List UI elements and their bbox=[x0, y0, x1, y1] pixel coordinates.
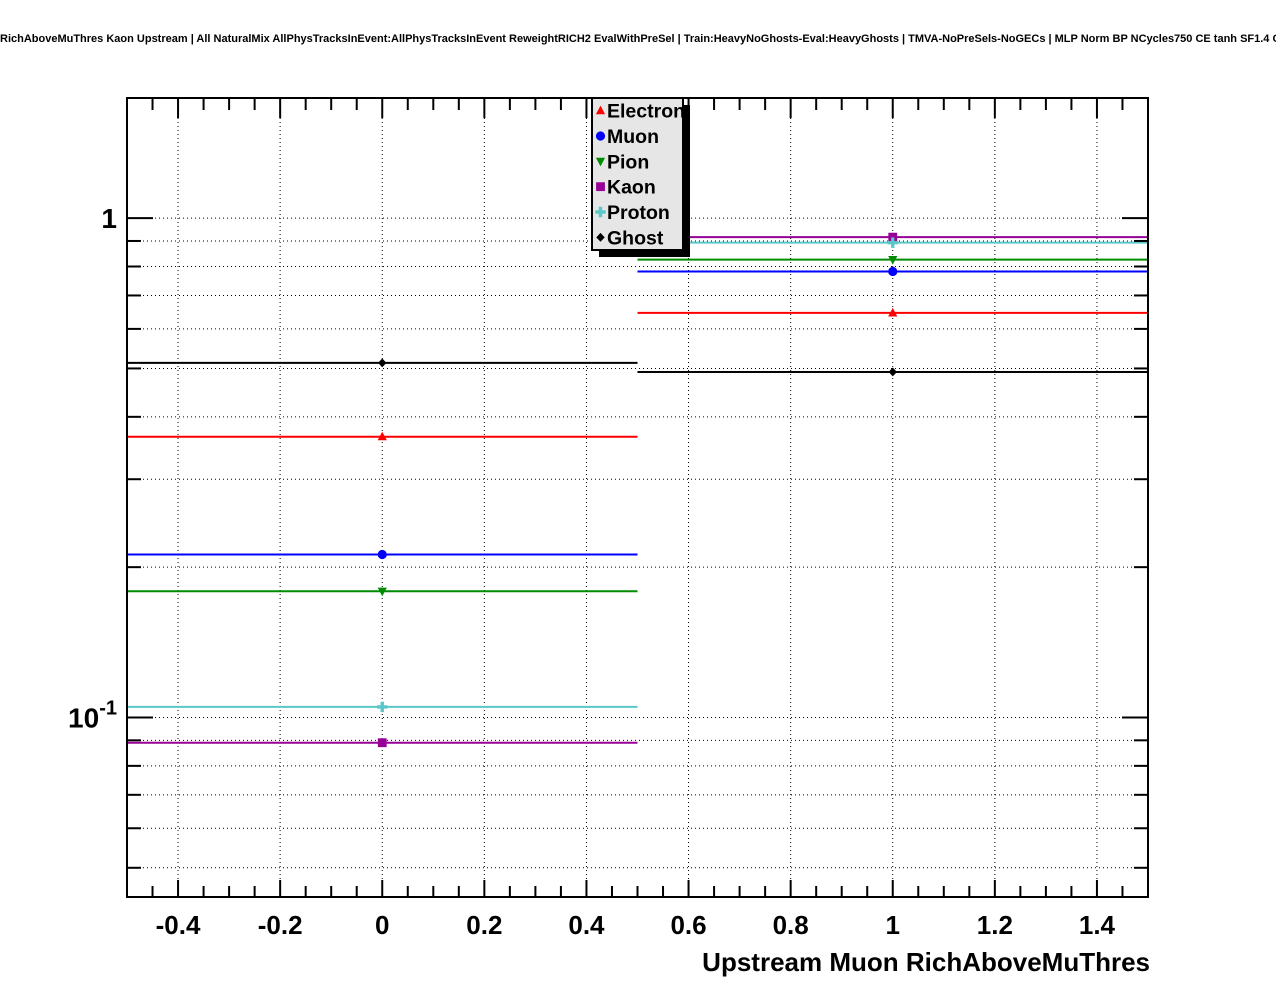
x-tick-label: 0 bbox=[375, 910, 389, 940]
legend-label-proton: Proton bbox=[607, 202, 670, 224]
legend-label-muon: Muon bbox=[607, 126, 659, 148]
legend-label-ghost: Ghost bbox=[607, 227, 664, 249]
kaon-marker bbox=[377, 738, 387, 748]
legend-box bbox=[591, 97, 684, 251]
y-tick-label: 10-1 bbox=[68, 697, 117, 733]
x-tick-label: -0.4 bbox=[156, 910, 201, 940]
y-tick-label: 1 bbox=[101, 203, 117, 234]
kaon-marker bbox=[888, 232, 898, 242]
proton-marker bbox=[377, 701, 388, 713]
x-tick-label: 1.4 bbox=[1079, 910, 1116, 940]
ghost-marker bbox=[378, 358, 387, 368]
proton-marker bbox=[887, 237, 898, 248]
legend-kaon-marker-icon bbox=[596, 182, 605, 192]
x-tick-label: 0.6 bbox=[670, 910, 706, 940]
legend-proton-marker-icon bbox=[595, 206, 606, 218]
pion-marker bbox=[377, 587, 387, 597]
electron-marker bbox=[888, 307, 898, 317]
x-tick-label: 1.2 bbox=[977, 910, 1013, 940]
pion-marker bbox=[888, 255, 898, 265]
x-tick-label: 0.4 bbox=[568, 910, 605, 940]
x-tick-label: 0.2 bbox=[466, 910, 502, 940]
muon-marker bbox=[377, 549, 387, 560]
x-tick-label: -0.2 bbox=[258, 910, 303, 940]
plot-title: RichAboveMuThres Kaon Upstream | All Nat… bbox=[0, 33, 1276, 45]
ghost-marker bbox=[888, 367, 897, 377]
legend-pion-marker-icon bbox=[595, 157, 606, 167]
x-axis-title: Upstream Muon RichAboveMuThres bbox=[702, 947, 1150, 977]
legend-ghost-marker-icon bbox=[596, 232, 605, 242]
legend-electron-marker-icon bbox=[595, 105, 606, 115]
x-tick-label: 0.8 bbox=[773, 910, 809, 940]
legend-label-pion: Pion bbox=[607, 151, 649, 173]
legend-muon-marker-icon bbox=[595, 131, 606, 141]
legend-label-kaon: Kaon bbox=[607, 177, 656, 199]
muon-marker bbox=[888, 266, 898, 277]
x-tick-label: 1 bbox=[886, 910, 900, 940]
legend-label-electron: Electron bbox=[607, 101, 685, 123]
electron-marker bbox=[377, 431, 387, 441]
